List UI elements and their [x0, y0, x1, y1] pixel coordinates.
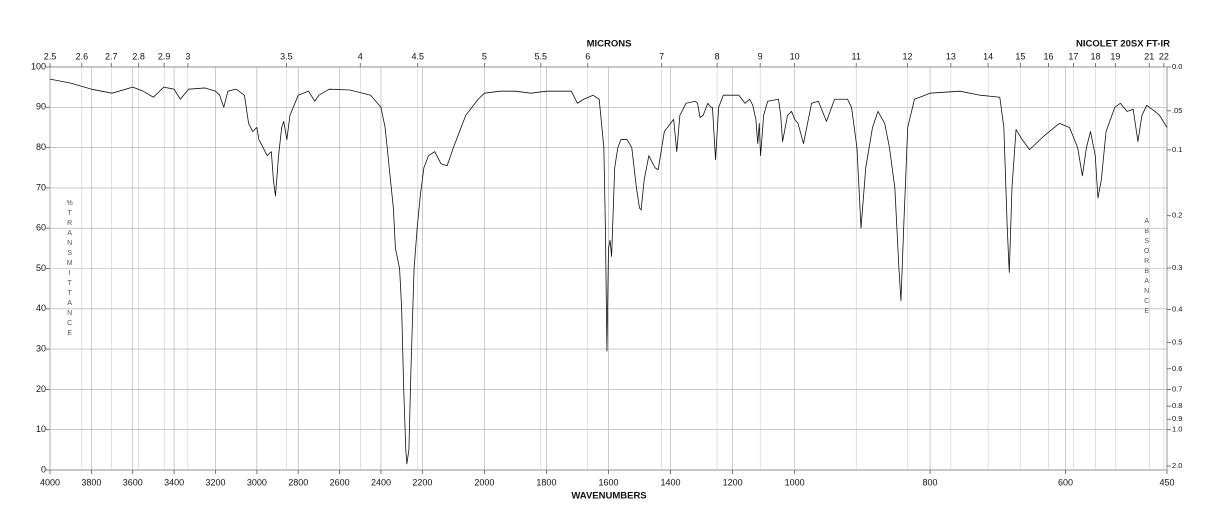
x2-tick-label: 9	[758, 51, 763, 61]
y-tick-label: 10	[36, 424, 46, 434]
x2-tick-label: 16	[1044, 51, 1054, 61]
y2-tick-label: 0.2	[1172, 211, 1182, 220]
x2-tick-label: 22	[1159, 51, 1169, 61]
y-tick-label: 90	[36, 102, 46, 112]
x2-tick-label: 7	[659, 51, 664, 61]
y2-tick-label: 2.0	[1172, 461, 1182, 470]
y-tick-label: 60	[36, 223, 46, 233]
x-tick-label: 3800	[81, 477, 101, 487]
y2-tick-label: 0.5	[1172, 338, 1182, 347]
y2-tick-label: 0.4	[1172, 305, 1182, 314]
x-tick-label: 800	[923, 477, 938, 487]
y2-tick-label: 0.3	[1172, 263, 1182, 272]
y-tick-label: 30	[36, 343, 46, 353]
x2-tick-label: 21	[1144, 51, 1154, 61]
x2-tick-label: 4	[358, 51, 363, 61]
x-tick-label: 2200	[412, 477, 432, 487]
x2-tick-label: 5.5	[535, 51, 548, 61]
chart-title: NICOLET 20SX FT-IR	[1076, 39, 1170, 50]
x-tick-label: 1400	[661, 477, 681, 487]
y2-tick-label: 1.0	[1172, 425, 1182, 434]
x2-tick-label: 4.5	[411, 51, 424, 61]
y2-tick-label: 0.1	[1172, 145, 1182, 154]
x-tick-label: 3000	[247, 477, 267, 487]
y-tick-label: 50	[36, 263, 46, 273]
y2-tick-label: 0.0	[1172, 62, 1182, 71]
x2-tick-label: 8	[715, 51, 720, 61]
x-axis-label: WAVENUMBERS	[571, 491, 646, 502]
x-tick-label: 2000	[474, 477, 494, 487]
x2-tick-label: 2.8	[132, 51, 145, 61]
x2-tick-label: 18	[1091, 51, 1101, 61]
x-tick-label: 1000	[785, 477, 805, 487]
x2-tick-label: 5	[482, 51, 487, 61]
x-tick-label: 3400	[164, 477, 184, 487]
x-tick-label: 2400	[371, 477, 391, 487]
x2-tick-label: 2.7	[105, 51, 118, 61]
x2-tick-label: 10	[790, 51, 800, 61]
y2-tick-label: 0.8	[1172, 401, 1182, 410]
y-tick-label: 40	[36, 303, 46, 313]
x2-tick-label: 17	[1068, 51, 1078, 61]
x-tick-label: 2800	[288, 477, 308, 487]
y-tick-label: 0	[41, 464, 46, 474]
x-tick-label: 1600	[598, 477, 618, 487]
x2-tick-label: 13	[946, 51, 956, 61]
x2-tick-label: 3.5	[280, 51, 293, 61]
x-tick-label: 3600	[123, 477, 143, 487]
x-tick-label: 2600	[330, 477, 350, 487]
x-tick-label: 3200	[205, 477, 225, 487]
y2-tick-label: 0.7	[1172, 385, 1182, 394]
x2-tick-label: 14	[983, 51, 993, 61]
y-tick-label: 20	[36, 384, 46, 394]
x2-tick-label: 12	[902, 51, 912, 61]
y2-tick-label: 0.9	[1172, 414, 1182, 423]
y-tick-label: 70	[36, 182, 46, 192]
y-axis-label: %TRANSMITTANCE	[66, 200, 73, 340]
x2-tick-label: 2.5	[44, 51, 57, 61]
x2-tick-label: 2.6	[76, 51, 89, 61]
spectrum-line	[49, 78, 1168, 465]
y-tick-label: 100	[31, 61, 46, 71]
y2-axis-label: ABSORBANCE	[1143, 218, 1150, 318]
x-tick-label: 600	[1058, 477, 1073, 487]
x-tick-label: 4000	[40, 477, 60, 487]
y2-tick-label: .05	[1172, 106, 1182, 115]
y2-tick-label: 0.6	[1172, 364, 1182, 373]
y-tick-label: 80	[36, 142, 46, 152]
x2-tick-label: 19	[1110, 51, 1120, 61]
x2-tick-label: 11	[852, 51, 861, 61]
x-tick-label: 450	[1159, 477, 1174, 487]
x2-tick-label: 2.9	[158, 51, 171, 61]
x-tick-label: 1800	[536, 477, 556, 487]
x2-tick-label: 15	[1015, 51, 1025, 61]
x-tick-label: 1200	[723, 477, 743, 487]
x2-axis-label: MICRONS	[587, 39, 632, 50]
x2-tick-label: 6	[585, 51, 590, 61]
x2-tick-label: 3	[185, 51, 190, 61]
